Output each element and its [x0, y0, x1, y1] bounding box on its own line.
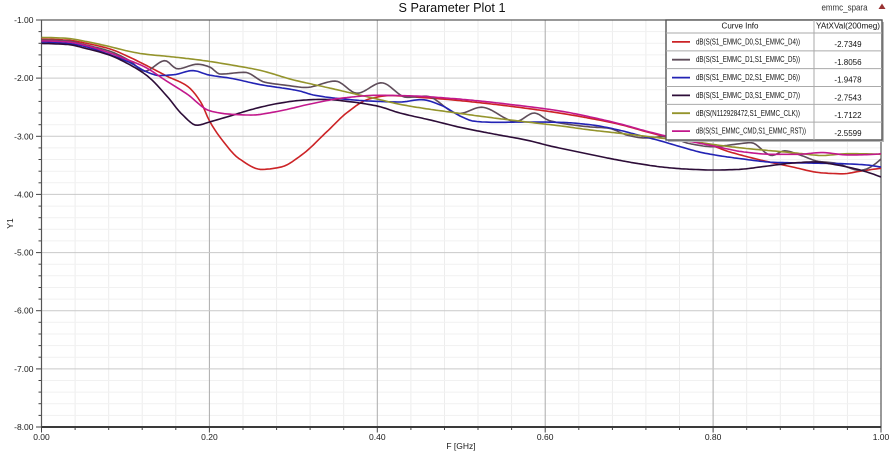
svg-text:-1.00: -1.00: [14, 15, 34, 25]
svg-text:Curve Info: Curve Info: [722, 22, 759, 31]
svg-text:-1.9478: -1.9478: [834, 76, 862, 85]
svg-text:0.20: 0.20: [201, 432, 218, 442]
svg-text:dB(S(N112928472,S1_EMMC_CLK)): dB(S(N112928472,S1_EMMC_CLK)): [696, 109, 800, 118]
svg-text:-1.8056: -1.8056: [834, 58, 862, 67]
svg-text:dB(S(S1_EMMC_D2,S1_EMMC_D6)): dB(S(S1_EMMC_D2,S1_EMMC_D6)): [696, 73, 800, 82]
svg-text:F [GHz]: F [GHz]: [446, 441, 475, 451]
svg-text:emmc_spara: emmc_spara: [822, 3, 869, 14]
svg-text:-7.00: -7.00: [14, 364, 34, 374]
svg-text:-3.00: -3.00: [14, 131, 34, 141]
svg-text:-2.00: -2.00: [14, 73, 34, 83]
svg-text:0.80: 0.80: [705, 432, 722, 442]
svg-text:Y1: Y1: [5, 218, 15, 229]
svg-text:YAtXVal(200meg): YAtXVal(200meg): [816, 22, 880, 31]
svg-text:-2.7543: -2.7543: [834, 93, 862, 102]
svg-text:1.00: 1.00: [873, 432, 890, 442]
svg-text:dB(S(S1_EMMC_D1,S1_EMMC_D5)): dB(S(S1_EMMC_D1,S1_EMMC_D5)): [696, 55, 800, 64]
svg-text:-5.00: -5.00: [14, 248, 34, 258]
svg-text:-4.00: -4.00: [14, 189, 34, 199]
svg-text:dB(S(S1_EMMC_CMD,S1_EMMC_RST)): dB(S(S1_EMMC_CMD,S1_EMMC_RST)): [696, 127, 806, 136]
svg-text:0.40: 0.40: [369, 432, 386, 442]
svg-text:-8.00: -8.00: [14, 422, 34, 432]
svg-text:-6.00: -6.00: [14, 306, 34, 316]
svg-text:0.00: 0.00: [33, 432, 50, 442]
svg-text:S Parameter Plot 1: S Parameter Plot 1: [399, 1, 506, 15]
svg-text:dB(S(S1_EMMC_D0,S1_EMMC_D4)): dB(S(S1_EMMC_D0,S1_EMMC_D4)): [696, 37, 800, 46]
svg-text:dB(S(S1_EMMC_D3,S1_EMMC_D7)): dB(S(S1_EMMC_D3,S1_EMMC_D7)): [696, 91, 800, 100]
svg-text:-2.7349: -2.7349: [834, 40, 862, 49]
svg-text:-1.7122: -1.7122: [834, 111, 862, 120]
svg-text:-2.5599: -2.5599: [834, 129, 862, 138]
svg-text:0.60: 0.60: [537, 432, 554, 442]
